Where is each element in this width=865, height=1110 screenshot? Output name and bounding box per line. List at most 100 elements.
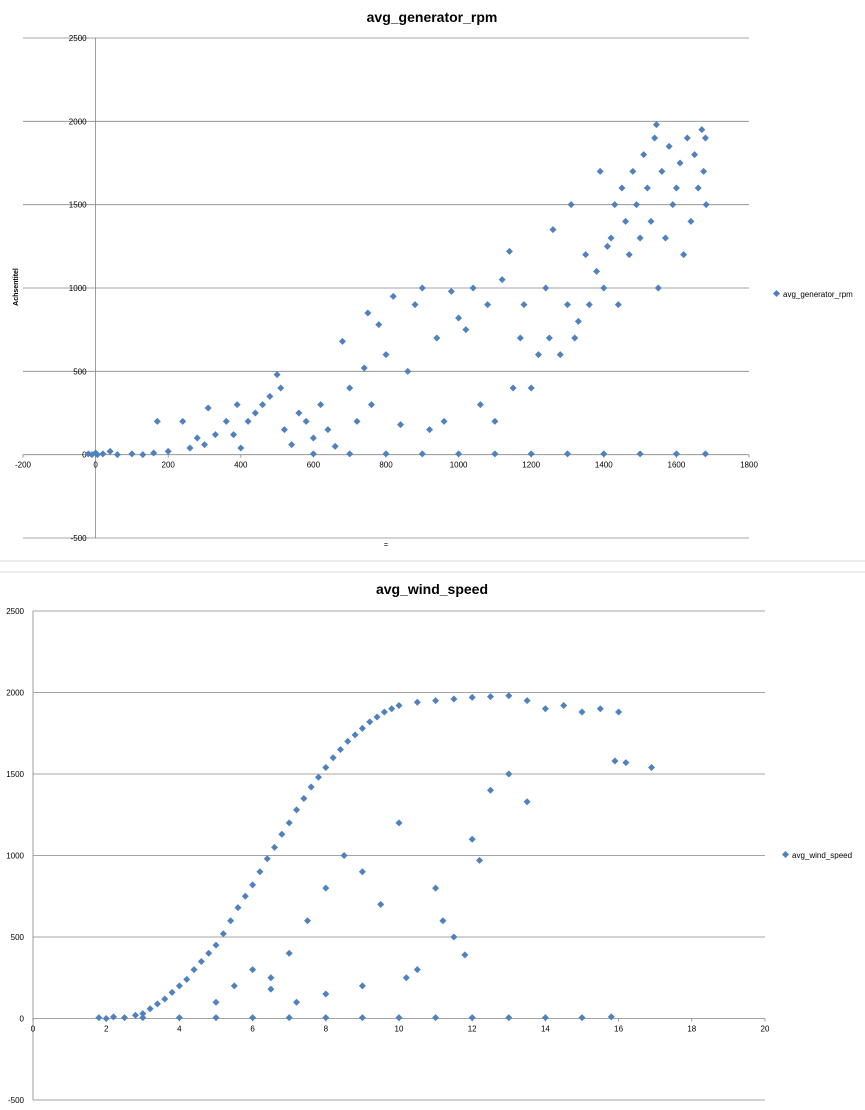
data-point — [293, 999, 300, 1006]
data-point — [499, 276, 506, 283]
data-point — [414, 966, 421, 973]
data-point — [359, 982, 366, 989]
data-point — [227, 917, 234, 924]
x-tick-label: 4 — [177, 1025, 182, 1034]
data-point — [461, 951, 468, 958]
data-point — [414, 699, 421, 706]
data-point — [95, 1014, 102, 1021]
chart-title: avg_wind_speed — [376, 581, 488, 597]
data-point — [404, 368, 411, 375]
data-point — [412, 301, 419, 308]
data-point — [121, 1014, 128, 1021]
data-point — [176, 982, 183, 989]
data-point — [524, 697, 531, 704]
data-point — [242, 893, 249, 900]
data-point — [593, 268, 600, 275]
x-tick-labels: -200 0 200 400 600 800 1000 1200 1400 1600 1800 — [15, 461, 758, 470]
data-point — [308, 784, 315, 791]
data-point — [622, 759, 629, 766]
data-point — [575, 318, 582, 325]
data-point — [332, 443, 339, 450]
legend-marker — [782, 851, 789, 858]
data-point — [339, 338, 346, 345]
legend: avg_generator_rpm — [773, 290, 853, 299]
data-point — [237, 445, 244, 452]
data-point — [506, 248, 513, 255]
data-point — [114, 451, 121, 458]
data-point — [618, 185, 625, 192]
data-point — [310, 450, 317, 457]
x-axis-title: = — [384, 542, 388, 549]
data-point — [107, 448, 114, 455]
data-point — [256, 868, 263, 875]
data-point — [286, 950, 293, 957]
x-tick-label: 10 — [395, 1025, 404, 1034]
data-point — [359, 868, 366, 875]
data-point — [353, 418, 360, 425]
x-tick-label: 14 — [541, 1025, 550, 1034]
data-point — [234, 401, 241, 408]
data-point — [680, 251, 687, 258]
data-point — [324, 426, 331, 433]
x-tick-label: 200 — [162, 461, 176, 470]
data-point — [381, 709, 388, 716]
data-point — [128, 450, 135, 457]
data-point — [470, 285, 477, 292]
data-point — [419, 450, 426, 457]
data-point — [582, 251, 589, 258]
x-tick-label: 0 — [93, 461, 98, 470]
data-point — [286, 819, 293, 826]
data-point — [213, 942, 220, 949]
data-point — [432, 697, 439, 704]
data-point — [448, 288, 455, 295]
data-point — [139, 1014, 146, 1021]
y-tick-label: 500 — [11, 933, 25, 942]
data-point — [396, 1014, 403, 1021]
data-point — [546, 335, 553, 342]
data-point — [186, 445, 193, 452]
data-point — [542, 705, 549, 712]
x-tick-label: 600 — [307, 461, 321, 470]
data-point — [150, 450, 157, 457]
y-tick-label: 1500 — [69, 201, 87, 210]
data-point — [491, 418, 498, 425]
data-point — [604, 243, 611, 250]
data-point — [702, 135, 709, 142]
data-point — [397, 421, 404, 428]
series-points — [95, 692, 655, 1022]
data-point — [673, 185, 680, 192]
data-point — [439, 917, 446, 924]
data-point — [698, 126, 705, 133]
data-point — [364, 310, 371, 317]
data-point — [396, 819, 403, 826]
data-point — [560, 702, 567, 709]
data-point — [611, 757, 618, 764]
y-tick-label: -500 — [71, 534, 88, 543]
data-point — [361, 365, 368, 372]
data-point — [139, 451, 146, 458]
data-point — [344, 738, 351, 745]
data-point — [368, 401, 375, 408]
data-point — [542, 285, 549, 292]
data-point — [161, 995, 168, 1002]
x-tick-label: 1800 — [740, 461, 758, 470]
data-point — [230, 431, 237, 438]
data-point — [419, 285, 426, 292]
data-point — [524, 798, 531, 805]
data-point — [608, 235, 615, 242]
data-point — [322, 885, 329, 892]
data-point — [154, 418, 161, 425]
data-point — [303, 418, 310, 425]
x-tick-label: 0 — [31, 1025, 36, 1034]
data-point — [432, 1014, 439, 1021]
data-point — [377, 901, 384, 908]
data-point — [213, 1014, 220, 1021]
data-point — [640, 151, 647, 158]
data-point — [611, 201, 618, 208]
data-point — [234, 904, 241, 911]
data-point — [477, 401, 484, 408]
x-tick-label: 1200 — [522, 461, 540, 470]
data-point — [455, 315, 462, 322]
x-tick-label: 1600 — [668, 461, 686, 470]
